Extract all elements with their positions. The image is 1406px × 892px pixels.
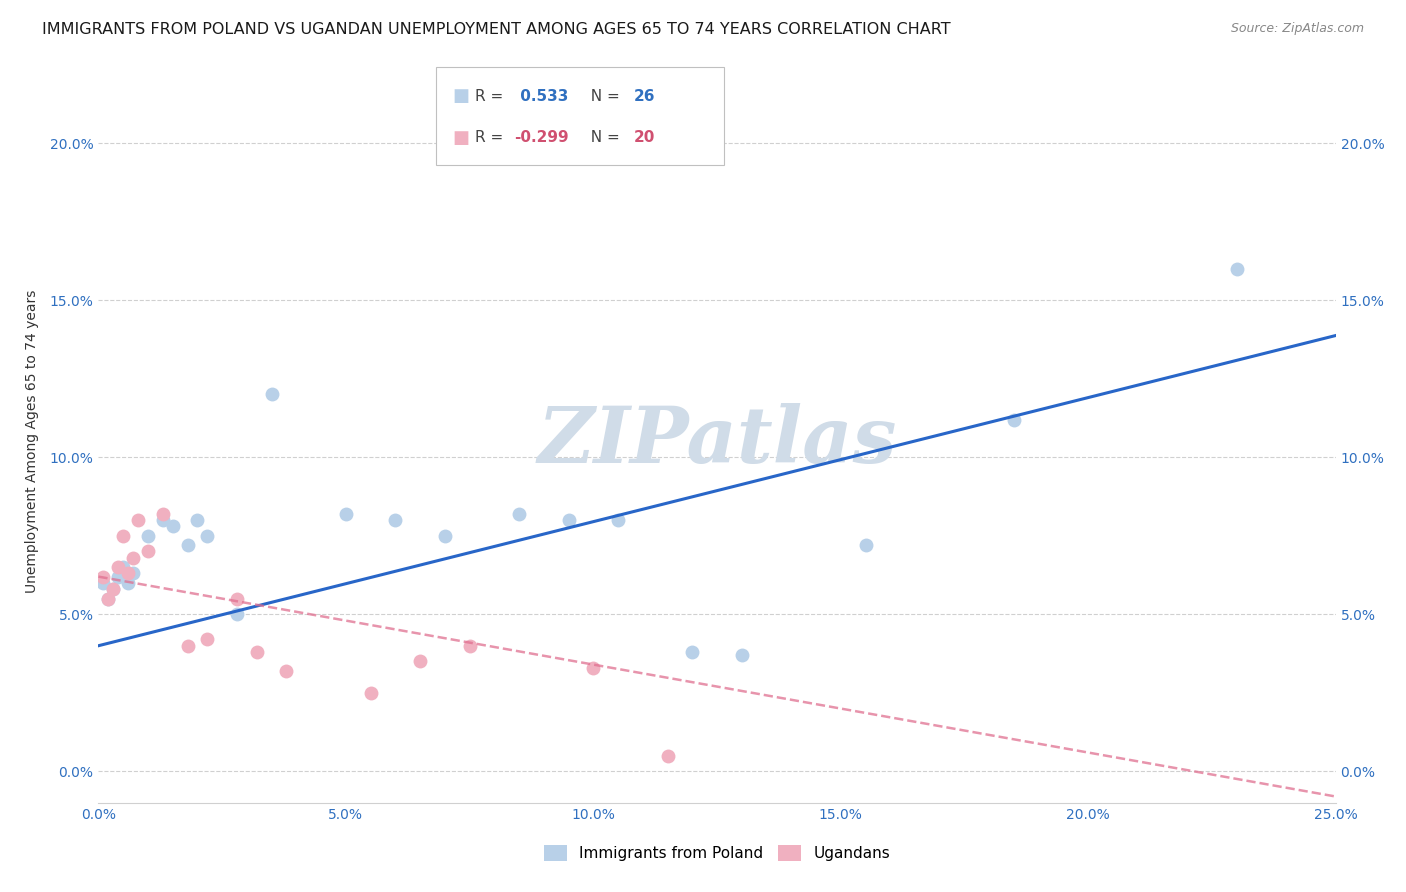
- Point: [384, 513, 406, 527]
- Point: [607, 513, 630, 527]
- Text: ZIPatlas: ZIPatlas: [537, 403, 897, 480]
- Text: R =: R =: [475, 130, 509, 145]
- Point: [117, 575, 139, 590]
- Text: R =: R =: [475, 89, 509, 103]
- Point: [681, 645, 703, 659]
- Point: [731, 648, 754, 662]
- Point: [557, 513, 579, 527]
- Text: 20: 20: [634, 130, 655, 145]
- Point: [195, 632, 218, 647]
- Point: [226, 607, 249, 622]
- Point: [186, 513, 208, 527]
- Point: [226, 591, 249, 606]
- Point: [122, 550, 145, 565]
- Text: -0.299: -0.299: [515, 130, 569, 145]
- Point: [855, 538, 877, 552]
- Point: [127, 513, 149, 527]
- Point: [657, 748, 679, 763]
- Point: [409, 655, 432, 669]
- Point: [122, 566, 145, 581]
- Text: N =: N =: [581, 89, 624, 103]
- Point: [136, 544, 159, 558]
- Point: [360, 686, 382, 700]
- Point: [260, 387, 283, 401]
- Point: [93, 575, 115, 590]
- Point: [176, 538, 198, 552]
- Point: [103, 582, 125, 597]
- Point: [97, 591, 120, 606]
- Text: N =: N =: [581, 130, 624, 145]
- Point: [107, 569, 129, 583]
- Point: [433, 529, 456, 543]
- Point: [162, 519, 184, 533]
- Point: [152, 513, 174, 527]
- Point: [176, 639, 198, 653]
- Point: [458, 639, 481, 653]
- Point: [152, 507, 174, 521]
- Point: [335, 507, 357, 521]
- Text: 26: 26: [634, 89, 655, 103]
- Legend: Immigrants from Poland, Ugandans: Immigrants from Poland, Ugandans: [537, 839, 897, 867]
- Text: IMMIGRANTS FROM POLAND VS UGANDAN UNEMPLOYMENT AMONG AGES 65 TO 74 YEARS CORRELA: IMMIGRANTS FROM POLAND VS UGANDAN UNEMPL…: [42, 22, 950, 37]
- Text: 0.533: 0.533: [515, 89, 568, 103]
- Point: [508, 507, 530, 521]
- Point: [112, 560, 135, 574]
- Text: ■: ■: [453, 87, 470, 105]
- Y-axis label: Unemployment Among Ages 65 to 74 years: Unemployment Among Ages 65 to 74 years: [24, 290, 38, 593]
- Point: [136, 529, 159, 543]
- Text: Source: ZipAtlas.com: Source: ZipAtlas.com: [1230, 22, 1364, 36]
- Point: [1002, 412, 1025, 426]
- Point: [276, 664, 298, 678]
- Point: [582, 661, 605, 675]
- Point: [117, 566, 139, 581]
- Point: [195, 529, 218, 543]
- Text: ■: ■: [453, 128, 470, 146]
- Point: [112, 529, 135, 543]
- Point: [93, 569, 115, 583]
- Point: [1226, 261, 1249, 276]
- Point: [103, 582, 125, 597]
- Point: [107, 560, 129, 574]
- Point: [246, 645, 269, 659]
- Point: [97, 591, 120, 606]
